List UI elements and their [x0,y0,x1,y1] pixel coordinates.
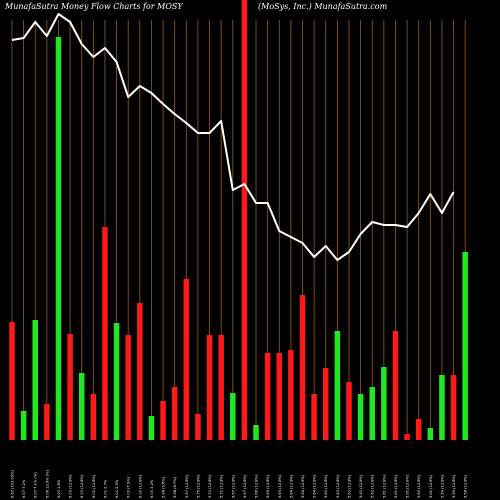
x-tick-label: 6.03 1.8% [57,479,61,498]
x-tick-label: 5.64 (12.8%) [301,474,305,498]
x-tick-label: 5.67 (12.8%) [231,474,235,498]
x-tick-label: 5.63 (12.8%) [347,474,351,498]
bar-green [148,416,155,440]
bar-red [125,335,131,440]
x-tick-label: 6.06 13.6% (%) [45,469,49,498]
bar-red [288,350,294,440]
bar-red [90,394,97,440]
bar-green [55,37,62,440]
x-tick-label: 5.61 (12.8%) [406,474,410,498]
x-tick-label: 5.98 (9.6%) [162,476,166,498]
x-tick-label: 5.62 (12.8%) [359,474,363,498]
x-tick-label: 6.01 2.5% [115,479,119,498]
bar-red [137,303,143,440]
bar-red [206,335,213,440]
chart-title: MunafaSutra Money Flow Charts for MOSY [4,2,183,11]
price-line [11,13,455,261]
x-tick-label: 5.66 (12.8%) [255,474,259,498]
x-tick-label: 6.03 (12.8%) [69,474,73,498]
bar-red [160,401,166,440]
bar-red [346,382,352,440]
bar-red [44,404,50,440]
x-tick-label: 5.65 (12.8%) [266,474,270,498]
bar-red [264,353,271,440]
bar-red [311,394,317,440]
x-tick-label: 6.00 (7.9%) [127,476,131,498]
x-tick-label: 5.63 (12.8%) [336,474,340,498]
bar-red [9,322,15,440]
bar-red [322,368,329,440]
bar-red [450,375,457,440]
bar-red [171,387,178,440]
x-tick-label: 5.59 (12.8%) [440,474,444,498]
bar-green [357,394,364,440]
x-tick-label: 6.07 7.1% (%) [34,472,38,498]
bar-green [427,428,434,440]
bar-green [369,387,375,440]
x-tick-label: 5.61 (12.8%) [382,474,386,498]
bar-red [102,227,108,440]
price-line-layer [11,13,455,261]
x-tick-label: 6.07 7.2% [22,479,26,498]
x-tick-label: 5.60 (12.8%) [429,474,433,498]
x-tick-label: 6.00 (12.8%) [138,474,142,498]
x-tick-label: 5.97 (12.8%) [185,474,189,498]
x-tick-label: 5.60 (12.8%) [417,474,421,498]
bar-green [381,367,387,440]
x-tick-label: 5.59 (12.8%) [452,474,456,498]
x-tick-label: 5.61 (12.8%) [394,474,398,498]
bar-green [78,373,85,440]
x-tick-label: 5.98 (4.7%) [173,476,177,498]
x-tick-label: 6.00 3.2% [150,479,154,498]
bar-red [299,295,306,440]
bar-red [67,334,73,440]
bar-red [183,279,190,440]
x-tick-label: 6.03 (12.8%) [80,474,84,498]
bar-green [113,323,120,440]
bar-red [404,434,410,440]
x-tick-label: 5.58 (12.8%) [464,474,468,498]
bar-red [195,414,201,440]
bar-red [218,335,224,440]
x-tick-label: 5.63 (12.8%) [324,474,328,498]
x-tick-labels: 6.67 (103.09%) 6.07 7.2% 6.07 7.1% (%) 6.06… [11,469,468,498]
bar-green [20,411,27,440]
bar-red [415,419,422,440]
chart-subtitle: (MoSys, Inc.) MunafaSutra.com [258,2,388,11]
x-tick-label: 6.67 (103.09%) [11,469,15,498]
bar-green [32,320,38,440]
x-tick-label: 5.75 (12.8%) [196,474,200,498]
x-tick-label: 5.64 (12.8%) [289,474,293,498]
bar-green [334,331,341,440]
bars-layer [9,0,468,440]
x-tick-label: 6.02 (12.8%) [92,474,96,498]
x-tick-label: 5.64 (12.8%) [313,474,317,498]
bar-red [276,353,283,440]
bar-green [462,252,468,440]
bar-red [241,0,248,440]
x-tick-label: 5.71 (12.8%) [220,474,224,498]
bar-green [230,393,236,440]
x-tick-label: 5.72 (12.8%) [208,474,212,498]
bar-red [392,331,399,440]
x-tick-label: 5.62 (12.8%) [371,474,375,498]
bar-green [439,375,445,440]
x-tick-label: 5.65 (12.8%) [278,474,282,498]
bar-green [253,425,259,440]
x-tick-label: 5.67 (12.8%) [243,474,247,498]
x-tick-label: 6.01 2.7% [103,479,107,498]
